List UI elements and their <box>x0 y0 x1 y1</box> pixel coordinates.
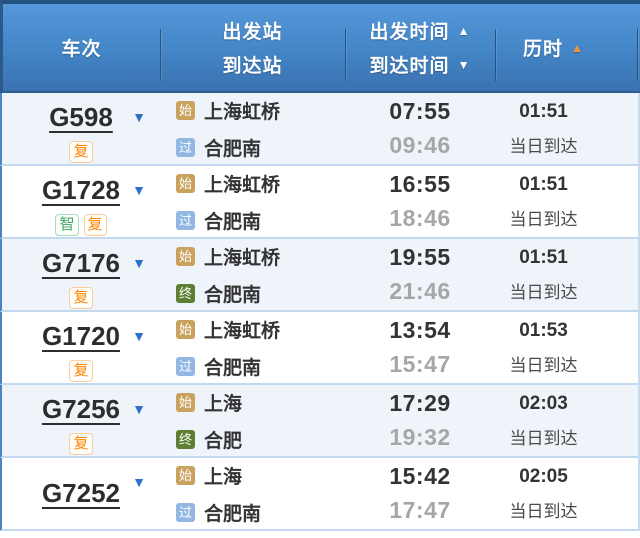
arrive-station: 合肥南 <box>204 357 262 379</box>
arrive-time-header-label: 到达时间 <box>369 56 450 77</box>
train-row: G7252 ▼ 始上海 过合肥南 15:42 17:47 02:05 当日到达 <box>0 458 640 531</box>
train-number-link[interactable]: G1720 <box>41 321 121 351</box>
depart-time: 17:29 <box>389 390 451 416</box>
depart-station: 上海虹桥 <box>204 320 281 342</box>
header-divider <box>495 29 496 81</box>
pass-station-badge: 过 <box>176 210 195 230</box>
duration-header-label: 历时 <box>523 39 564 60</box>
arrival-day-note: 当日到达 <box>509 501 578 521</box>
arrive-station: 合肥 <box>204 430 243 452</box>
column-header-stations[interactable]: 出发站 到达站 <box>160 4 345 91</box>
arrive-station: 合肥南 <box>204 503 262 525</box>
arrive-time: 19:32 <box>389 424 451 450</box>
duration: 01:51 <box>519 100 568 122</box>
train-number-link[interactable]: G598 <box>49 102 113 132</box>
train-no-header-label: 车次 <box>61 39 102 60</box>
depart-station: 上海 <box>204 466 243 488</box>
fuxing-tag: 复 <box>69 141 93 163</box>
expand-dropdown-icon[interactable]: ▼ <box>132 328 146 344</box>
expand-dropdown-icon[interactable]: ▼ <box>132 255 146 271</box>
sort-arrive-desc-icon[interactable]: ▼ <box>457 57 471 72</box>
table-header: 车次 出发站 到达站 出发时间 ▲ 到达时间 ▼ 历时 ▲ <box>0 0 640 93</box>
start-station-badge: 始 <box>176 246 195 266</box>
arrive-station: 合肥南 <box>204 138 262 160</box>
arrive-time: 09:46 <box>389 132 451 158</box>
arrive-station: 合肥南 <box>204 211 262 233</box>
fuxing-tag: 复 <box>69 360 93 382</box>
depart-station: 上海 <box>204 393 243 415</box>
fuxing-tag: 复 <box>69 287 93 309</box>
arrival-day-note: 当日到达 <box>509 428 578 448</box>
arrival-day-note: 当日到达 <box>509 282 578 302</box>
arrive-time: 21:46 <box>389 278 451 304</box>
expand-dropdown-icon[interactable]: ▼ <box>132 109 146 125</box>
start-station-badge: 始 <box>176 100 195 120</box>
train-row: G7176 ▼ 复 始上海虹桥 终合肥南 19:55 21:46 01:51 当… <box>0 239 640 312</box>
pass-station-badge: 过 <box>176 356 195 376</box>
train-number-link[interactable]: G1728 <box>41 175 121 205</box>
arrive-time: 17:47 <box>389 497 451 523</box>
expand-dropdown-icon[interactable]: ▼ <box>132 401 146 417</box>
header-divider <box>345 29 346 81</box>
train-number-link[interactable]: G7252 <box>41 478 121 508</box>
terminal-station-badge: 终 <box>176 283 195 303</box>
fuxing-tag: 复 <box>83 214 107 236</box>
header-divider <box>637 29 638 81</box>
duration: 02:05 <box>519 465 568 487</box>
duration: 01:51 <box>519 246 568 268</box>
arrive-time: 18:46 <box>389 205 451 231</box>
arrive-station-header-label: 到达站 <box>222 56 283 77</box>
train-row: G1728 ▼ 智 复 始上海虹桥 过合肥南 16:55 18:46 01:51… <box>0 166 640 239</box>
depart-time-header-label: 出发时间 <box>369 22 450 43</box>
train-row: G1720 ▼ 复 始上海虹桥 过合肥南 13:54 15:47 01:53 当… <box>0 312 640 385</box>
start-station-badge: 始 <box>176 319 195 339</box>
depart-time: 07:55 <box>389 98 451 124</box>
depart-time: 13:54 <box>389 317 451 343</box>
duration: 01:53 <box>519 319 568 341</box>
depart-time: 15:42 <box>389 463 451 489</box>
train-number-link[interactable]: G7176 <box>41 248 121 278</box>
duration: 01:51 <box>519 173 568 195</box>
pass-station-badge: 过 <box>176 502 195 522</box>
duration: 02:03 <box>519 392 568 414</box>
train-row: G598 ▼ 复 始上海虹桥 过合肥南 07:55 09:46 01:51 当日… <box>0 93 640 166</box>
fuxing-tag: 复 <box>69 433 93 455</box>
start-station-badge: 始 <box>176 173 195 193</box>
arrival-day-note: 当日到达 <box>509 209 578 229</box>
expand-dropdown-icon[interactable]: ▼ <box>132 182 146 198</box>
smart-train-tag: 智 <box>55 214 79 236</box>
train-row: G7256 ▼ 复 始上海 终合肥 17:29 19:32 02:03 当日到达 <box>0 385 640 458</box>
arrival-day-note: 当日到达 <box>509 136 578 156</box>
start-station-badge: 始 <box>176 392 195 412</box>
depart-station-header-label: 出发站 <box>222 22 283 43</box>
column-header-train-no[interactable]: 车次 <box>3 4 160 91</box>
arrive-station: 合肥南 <box>204 284 262 306</box>
arrival-day-note: 当日到达 <box>509 355 578 375</box>
sort-depart-asc-icon[interactable]: ▲ <box>457 23 471 38</box>
depart-time: 16:55 <box>389 171 451 197</box>
column-header-duration[interactable]: 历时 ▲ <box>495 4 640 91</box>
column-header-times[interactable]: 出发时间 ▲ 到达时间 ▼ <box>345 4 495 91</box>
sort-duration-active-icon[interactable]: ▲ <box>571 40 584 55</box>
depart-station: 上海虹桥 <box>204 174 281 196</box>
arrive-time: 15:47 <box>389 351 451 377</box>
depart-time: 19:55 <box>389 244 451 270</box>
start-station-badge: 始 <box>176 465 195 485</box>
train-number-link[interactable]: G7256 <box>41 394 121 424</box>
depart-station: 上海虹桥 <box>204 101 281 123</box>
expand-dropdown-icon[interactable]: ▼ <box>132 474 146 490</box>
depart-station: 上海虹桥 <box>204 247 281 269</box>
terminal-station-badge: 终 <box>176 429 195 449</box>
pass-station-badge: 过 <box>176 137 195 157</box>
header-divider <box>160 29 161 81</box>
